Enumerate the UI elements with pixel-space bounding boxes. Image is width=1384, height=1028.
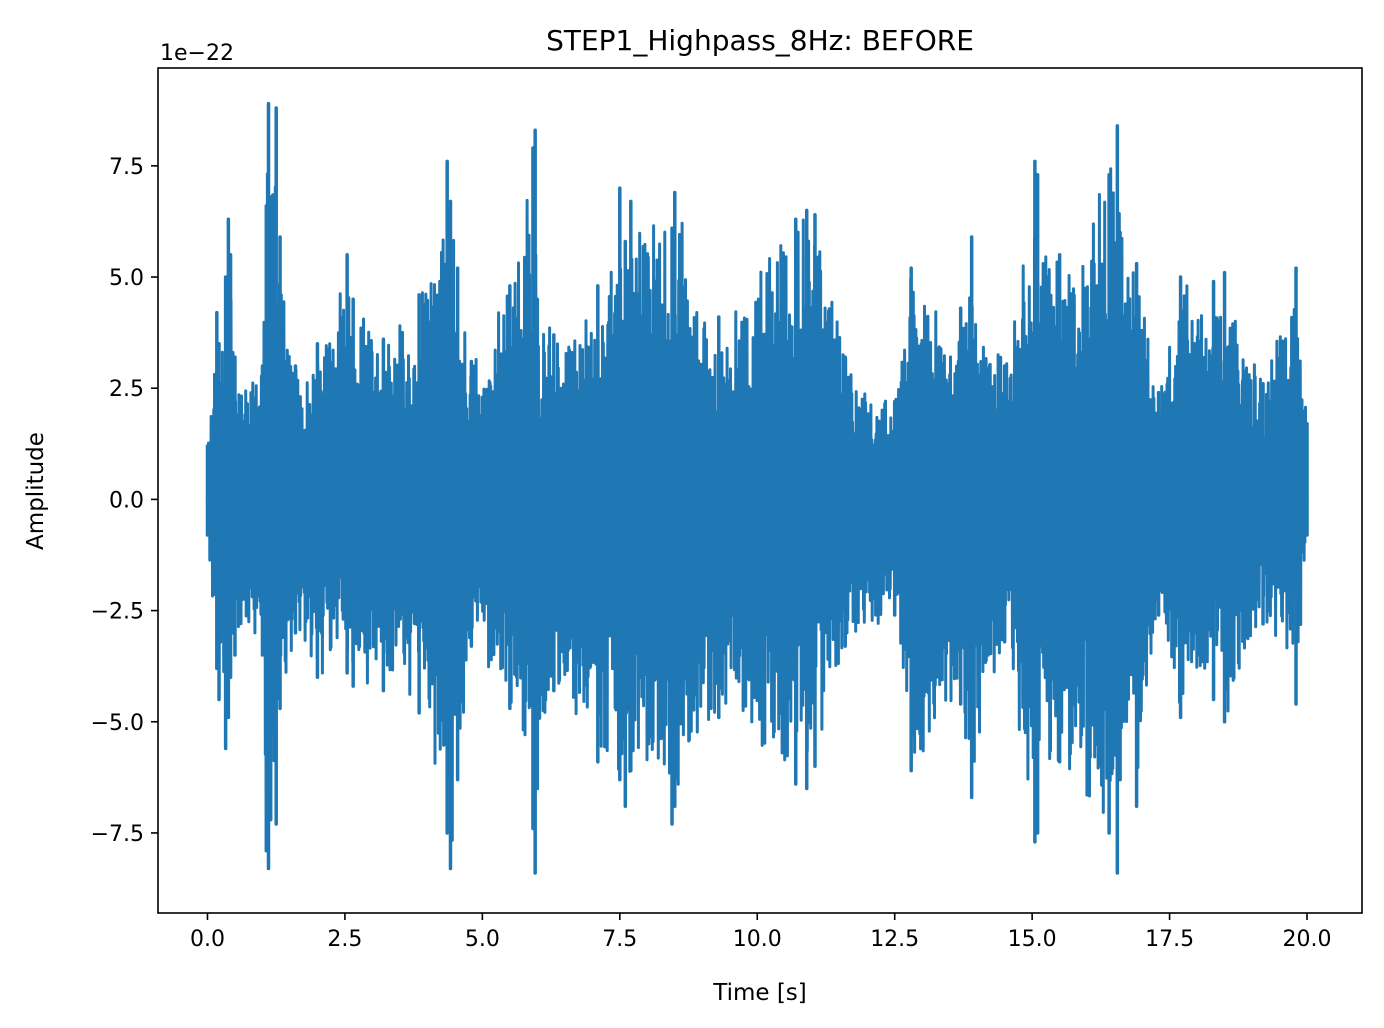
y-tick-label: −7.5 [91,822,144,847]
x-tick-label: 5.0 [465,927,500,952]
y-tick-label: −5.0 [91,711,144,736]
y-axis-ticks: −7.5 −5.0 −2.5 0.0 2.5 5.0 7.5 [91,155,158,847]
signal-line [206,167,1309,842]
y-tick-label: 0.0 [109,488,144,513]
y-tick-label: −2.5 [91,600,144,625]
x-tick-label: 10.0 [733,927,782,952]
x-tick-label: 0.0 [190,927,225,952]
y-axis-offset-text: 1e−22 [160,41,234,66]
axes-frame [157,67,1363,914]
plot-area [205,101,1309,875]
x-tick-label: 12.5 [870,927,919,952]
x-tick-label: 7.5 [602,927,637,952]
y-tick-label: 7.5 [109,155,144,180]
x-tick-label: 17.5 [1145,927,1194,952]
x-axis-ticks: 0.0 2.5 5.0 7.5 10.0 12.5 15.0 17.5 20.0 [190,913,1332,952]
x-axis-label: Time [s] [712,980,807,1006]
y-tick-label: 2.5 [109,377,144,402]
x-tick-label: 15.0 [1008,927,1057,952]
y-axis-label: Amplitude [23,432,49,550]
chart-title: STEP1_Highpass_8Hz: BEFORE [546,24,974,57]
y-tick-label: 5.0 [109,266,144,291]
x-tick-label: 2.5 [327,927,362,952]
x-tick-label: 20.0 [1283,927,1332,952]
